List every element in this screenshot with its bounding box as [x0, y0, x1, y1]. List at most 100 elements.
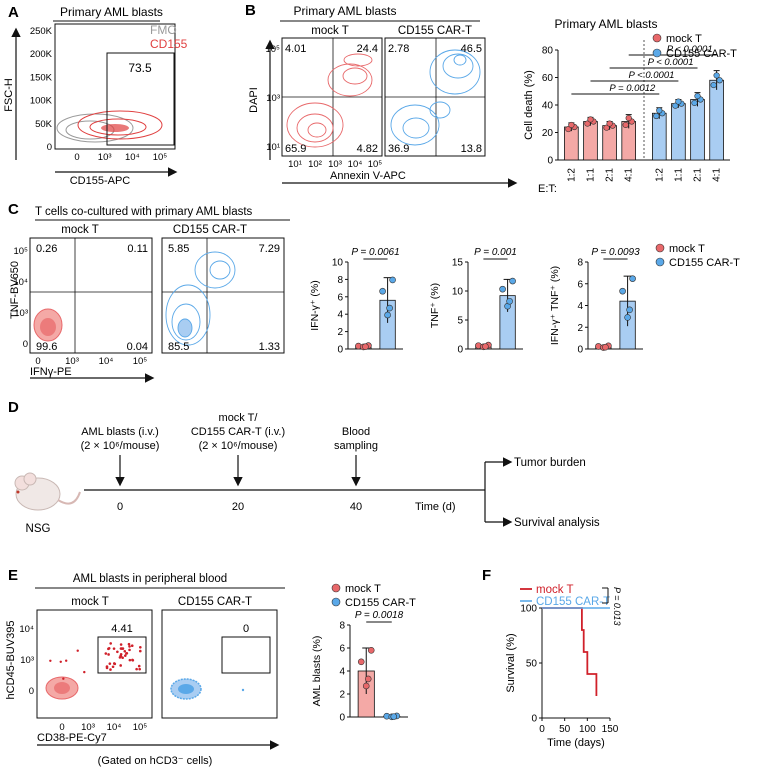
tnf-y-tick-label: 15 [452, 258, 464, 269]
outcome-survival: Survival analysis [514, 517, 600, 529]
double-positive-y-tick-label: 4 [577, 301, 583, 312]
mouse-label: NSG [26, 523, 51, 535]
double-positive-data-point [619, 287, 626, 295]
chart-f-ylabel: Survival (%) [505, 633, 517, 692]
chart-b-data-point [606, 120, 613, 127]
panel-e-ylabel: hCD45-BUV395 [5, 621, 17, 700]
chart-b-title: Primary AML blasts [555, 17, 658, 31]
panel-c-flow: C T cells co-cultured with primary AML b… [8, 201, 290, 383]
chart-b-y-tick-label: 20 [542, 128, 554, 139]
panel-a: A Primary AML blasts FSC-H 250K 200K 150K 1… [3, 4, 188, 187]
panel-e-mock-contours [45, 676, 79, 700]
legend-e-mock-marker [331, 583, 341, 593]
panel-b-car-contours [390, 49, 481, 146]
event-dot [83, 670, 86, 674]
aml-blasts-ylabel: AML blasts (%) [311, 636, 323, 707]
event2-line3: (2 × 10⁶/mouse) [199, 440, 278, 452]
chart-b-y-tick-label: 80 [542, 46, 554, 57]
chart-b-y-tick-label: 60 [542, 73, 554, 84]
event-dot [109, 668, 112, 671]
chart-b-bar [564, 126, 579, 161]
ifng-y-tick-label: 10 [332, 258, 344, 269]
chart-c-tnf: 0 5 10 15 TNF⁺ (%) P = 0.001 [429, 247, 523, 356]
double-positive-data-point [624, 314, 631, 321]
timeline-axis-label: Time (d) [415, 501, 456, 513]
chart-f-legend-mock-label: mock T [536, 584, 574, 596]
timeline-tick-20: 20 [232, 501, 244, 513]
panel-c-car-frame [161, 237, 285, 354]
panel-b-mock-q2: 24.4 [357, 43, 378, 55]
panel-e-mock-frame [36, 609, 153, 719]
panel-b-x-tick-label: 10⁴ [348, 159, 363, 170]
event-dot [107, 653, 110, 656]
panel-a-y-tick-label: 0 [47, 142, 52, 153]
chart-f-y-tick-label: 50 [526, 659, 538, 670]
chart-b-bar [602, 125, 617, 161]
event-dot [107, 646, 111, 650]
event-dot [105, 666, 109, 670]
panel-b-x-tick-label: 10² [308, 159, 322, 170]
panel-e-x-ticks: 0 10³ 10⁴ 10⁵ [59, 722, 147, 733]
event2-line1: mock T/ [219, 412, 259, 424]
legend-e-car-label: CD155 CAR-T [345, 597, 416, 609]
chart-b-data-point [587, 116, 594, 123]
chart-f-legend-car-label: CD155 CAR-T [536, 596, 610, 608]
panel-e-x-tick-label: 10⁴ [107, 722, 122, 733]
tnf-y-tick-label: 10 [452, 287, 464, 298]
panel-e-flow: E AML blasts in peripheral blood mock T … [5, 567, 285, 767]
chart-b-legend-car-marker [652, 48, 662, 58]
tnf-data-point [499, 285, 506, 293]
chart-b-pvalue: P < 0.0001 [629, 70, 675, 81]
panel-e-mock-events [49, 642, 142, 680]
panel-c-y-tick-label: 0 [23, 339, 28, 350]
panel-b-y-tick-label: 10¹ [266, 142, 280, 153]
event-dot [138, 649, 142, 653]
timeline-tick-0: 0 [117, 501, 123, 513]
aml-blasts-data-point [390, 713, 398, 720]
chart-b-category-label: 4:1 [712, 168, 723, 182]
panel-b-xlabel: Annexin V-APC [330, 170, 406, 182]
panel-e-car-contours [170, 678, 245, 700]
chart-b-bar [671, 103, 686, 161]
panel-c-plot1-title: mock T [61, 224, 99, 236]
event-dot [119, 664, 122, 667]
legend-c-mock-label: mock T [669, 243, 705, 255]
event-dot [123, 649, 127, 653]
cd155-contour-mid [89, 118, 147, 136]
panel-b-plot2-title: CD155 CAR-T [398, 25, 472, 37]
double-positive-data-point [602, 343, 609, 351]
panel-e-title: AML blasts in peripheral blood [73, 573, 227, 585]
event-dot [131, 658, 134, 662]
panel-b-mock-q3: 65.9 [285, 143, 306, 155]
panel-letter-f: F [482, 567, 491, 584]
panel-c-y-tick-label: 10³ [14, 308, 28, 319]
chart-b-data-point [584, 120, 591, 127]
event-dot [119, 653, 123, 656]
panel-a-y-ticks: 250K 200K 150K 100K 50K 0 [30, 26, 53, 153]
tnf-ylabel: TNF⁺ (%) [429, 283, 441, 328]
panel-e-y-ticks: 10⁴ 10³ 0 [19, 624, 34, 697]
timeline-tick-40: 40 [350, 501, 362, 513]
panel-b-x-tick-label: 10¹ [288, 159, 302, 170]
panel-c-mock-q4: 0.04 [127, 341, 148, 353]
tnf-data-point [506, 297, 513, 305]
panel-c-title: T cells co-cultured with primary AML bla… [35, 206, 253, 218]
chart-b-y-tick-label: 40 [542, 101, 554, 112]
panel-c-mock-q1: 0.26 [36, 243, 57, 255]
panel-letter-d: D [8, 399, 19, 416]
double-positive-y-tick-label: 6 [577, 279, 583, 290]
panel-c-car-q3: 85.5 [168, 341, 189, 353]
event-dot [111, 665, 115, 669]
event-dot [138, 667, 141, 671]
panel-c-xlabel: IFNγ-PE [30, 366, 72, 378]
double-positive-y-tick-label: 0 [577, 345, 583, 356]
ifng-y-tick-label: 8 [337, 275, 343, 286]
chart-b-data-point [694, 92, 701, 100]
panel-e-legend: mock T CD155 CAR-T [331, 583, 416, 609]
chart-b-pvalue: P < 0.0001 [667, 44, 713, 55]
event1-line2: (2 × 10⁶/mouse) [81, 440, 160, 452]
panel-c-y-tick-label: 10⁴ [13, 277, 28, 288]
chart-b-category-label: 2:1 [605, 168, 616, 182]
panel-e-car-gate [221, 636, 271, 674]
aml-blasts-y-tick-label: 6 [339, 644, 345, 655]
